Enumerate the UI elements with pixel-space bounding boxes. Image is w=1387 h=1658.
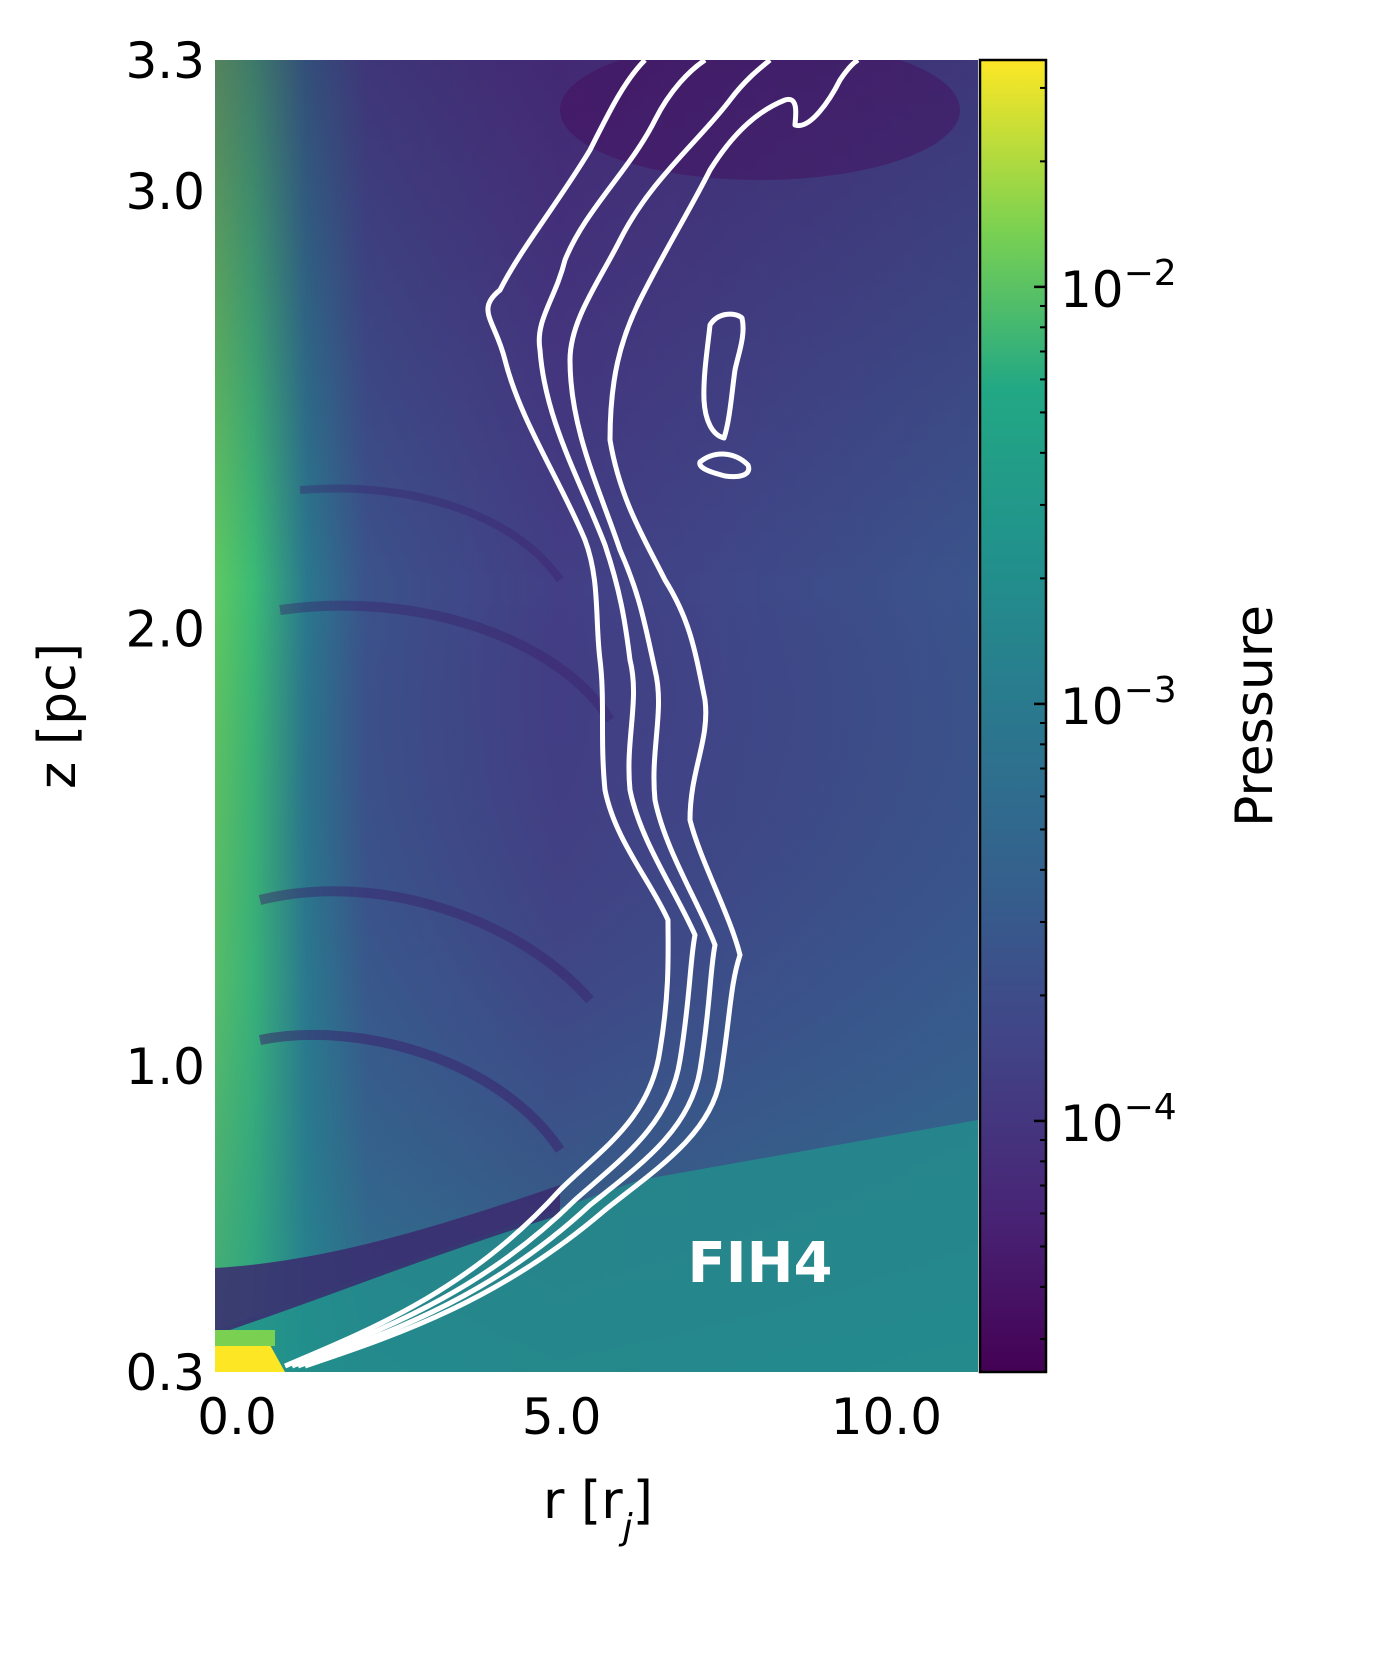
colorbar-tick-label: 10−4 [1060,1087,1177,1153]
y-tick-label: 2.0 [125,601,205,659]
contour-island-1 [701,311,746,441]
colorbar-label: Pressure [1225,605,1285,827]
y-axis: 0.3 1.0 2.0 3.0 3.3 [125,32,205,1402]
arc-shock [259,1029,565,1153]
colorbar-tick-label: 10−3 [1060,670,1177,736]
x-axis-label: r [rj] [543,1471,653,1548]
arc-shock [299,484,564,583]
jet-base [215,1345,285,1372]
pressure-field [215,60,978,1372]
y-axis-label: z [pc] [28,643,88,789]
arc-shock [258,886,594,1004]
contour-line-1 [284,60,671,1369]
jet-base-glow [215,1330,275,1346]
run-label: FIH4 [688,1231,833,1296]
colorbar-tick-label: 10−2 [1060,253,1177,319]
y-tick-label: 0.3 [125,1344,205,1402]
contour-island-2 [697,451,752,480]
contour-line-4 [304,60,860,1369]
shocked-cone [215,1185,560,1335]
colorbar-gradient [978,58,1048,1374]
contour-line-2 [291,60,707,1369]
y-tick-label: 3.3 [125,32,205,90]
colorbar: 10−2 10−3 10−4 Pressure [978,58,1285,1374]
contour-line-3 [297,60,772,1369]
x-axis: 0.0 5.0 10.0 [197,1388,942,1446]
arc-shock [279,600,615,723]
x-tick-label: 5.0 [522,1388,602,1446]
x-tick-label: 10.0 [831,1388,942,1446]
contour-lines [284,60,860,1369]
x-tick-label: 0.0 [197,1388,277,1446]
y-tick-label: 1.0 [125,1038,205,1096]
y-tick-label: 3.0 [125,163,205,221]
colorbar-ticks: 10−2 10−3 10−4 [1034,86,1177,1340]
dark-pocket [560,60,960,180]
